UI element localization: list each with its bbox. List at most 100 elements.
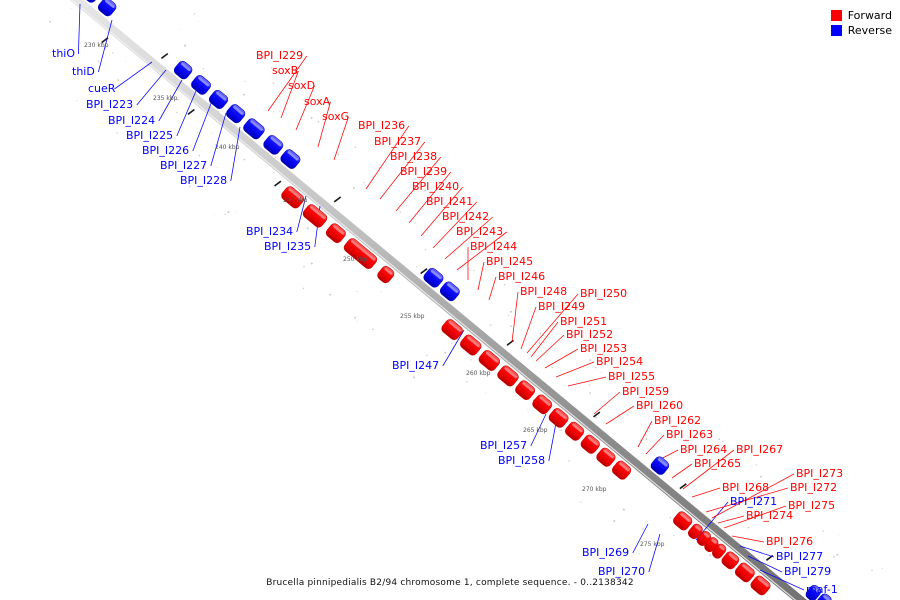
gene-label-bpi-i270[interactable]: BPI_I270 <box>598 565 646 578</box>
gene-feature[interactable] <box>172 59 193 80</box>
gene-label-bpi-i253[interactable]: BPI_I253 <box>580 342 628 355</box>
gene-label-bpi-i247[interactable]: BPI_I247 <box>392 359 440 372</box>
legend-item: Reverse <box>830 23 892 38</box>
gene-label-bpi-i228[interactable]: BPI_I228 <box>180 174 228 187</box>
gene-label-bpi-i277[interactable]: BPI_I277 <box>776 550 824 563</box>
gene-feature[interactable] <box>720 550 741 571</box>
gene-label-bpi-i240[interactable]: BPI_I240 <box>412 180 460 193</box>
gene-feature[interactable] <box>804 583 823 600</box>
gene-label-bpi-i250[interactable]: BPI_I250 <box>580 287 628 300</box>
gene-feature[interactable] <box>514 379 537 402</box>
gene-feature[interactable] <box>531 393 554 416</box>
gene-feature[interactable] <box>686 522 704 540</box>
gene-feature[interactable] <box>280 185 306 210</box>
gene-label-bpi-i239[interactable]: BPI_I239 <box>400 165 448 178</box>
gene-feature[interactable] <box>564 420 586 442</box>
gene-label-bpi-i276[interactable]: BPI_I276 <box>766 535 814 548</box>
gene-label-bpi-i244[interactable]: BPI_I244 <box>470 240 518 253</box>
gene-label-bpi-i254[interactable]: BPI_I254 <box>596 355 644 368</box>
gene-label-thid[interactable]: thiD <box>72 65 95 78</box>
gene-feature[interactable] <box>477 349 501 373</box>
gene-label-bpi-i279[interactable]: BPI_I279 <box>784 565 832 578</box>
gene-feature[interactable] <box>301 203 328 229</box>
gene-label-bpi-i225[interactable]: BPI_I225 <box>126 129 174 142</box>
axis-tick-label: 265 kbp <box>523 427 548 434</box>
gene-feature[interactable] <box>342 237 378 271</box>
gene-feature[interactable] <box>262 134 285 157</box>
gene-feature[interactable] <box>225 103 247 125</box>
gene-label-bpi-i272[interactable]: BPI_I272 <box>790 481 838 494</box>
gene-feature[interactable] <box>733 561 756 584</box>
gene-label-thio[interactable]: thiO <box>52 47 75 60</box>
gene-label-soxb[interactable]: soxB <box>272 64 299 77</box>
gene-label-bpi-i237[interactable]: BPI_I237 <box>374 135 422 148</box>
gene-label-bpi-i267[interactable]: BPI_I267 <box>736 443 784 456</box>
gene-label-bpi-i223[interactable]: BPI_I223 <box>86 98 134 111</box>
gene-label-bpi-i236[interactable]: BPI_I236 <box>358 119 406 132</box>
gene-label-bpi-i255[interactable]: BPI_I255 <box>608 370 656 383</box>
gene-label-bpi-i259[interactable]: BPI_I259 <box>622 385 670 398</box>
gene-feature[interactable] <box>190 74 213 97</box>
gene-label-bpi-i226[interactable]: BPI_I226 <box>142 144 190 157</box>
gene-label-soxg[interactable]: soxG <box>322 110 350 123</box>
gene-label-bpi-i265[interactable]: BPI_I265 <box>694 457 742 470</box>
gene-label-bpi-i273[interactable]: BPI_I273 <box>796 467 844 480</box>
gene-label-soxd[interactable]: soxD <box>288 79 316 92</box>
gene-feature[interactable] <box>440 318 464 342</box>
gene-feature[interactable] <box>207 88 229 110</box>
gene-label-bpi-i271[interactable]: BPI_I271 <box>730 495 778 508</box>
gene-label-bpi-i260[interactable]: BPI_I260 <box>636 399 684 412</box>
gene-label-bpi-i249[interactable]: BPI_I249 <box>538 300 586 313</box>
legend: Forward Reverse <box>830 8 892 38</box>
gene-feature[interactable] <box>324 222 347 245</box>
gene-features[interactable] <box>80 0 900 600</box>
gene-feature[interactable] <box>422 266 445 289</box>
gene-label-bpi-i234[interactable]: BPI_I234 <box>246 225 294 238</box>
gene-label-soxa[interactable]: soxA <box>304 95 331 108</box>
gene-label-bpi-i263[interactable]: BPI_I263 <box>666 428 714 441</box>
gene-label-bpi-i262[interactable]: BPI_I262 <box>654 414 702 427</box>
gene-feature[interactable] <box>438 280 461 303</box>
gene-label-bpi-i242[interactable]: BPI_I242 <box>442 210 490 223</box>
legend-item: Forward <box>830 8 892 23</box>
legend-forward-label: Forward <box>847 9 892 22</box>
gene-label-bpi-i264[interactable]: BPI_I264 <box>680 443 728 456</box>
gene-label-bpi-i245[interactable]: BPI_I245 <box>486 255 534 268</box>
gene-label-bpi-i227[interactable]: BPI_I227 <box>160 159 208 172</box>
gene-feature[interactable] <box>496 364 520 388</box>
gene-feature[interactable] <box>711 542 728 560</box>
gene-feature[interactable] <box>595 446 617 468</box>
axis-tick-label: 250 kbp <box>343 256 368 263</box>
gene-feature[interactable] <box>458 333 482 357</box>
gene-label-maf-1[interactable]: maf-1 <box>806 583 838 596</box>
gene-label-bpi-i246[interactable]: BPI_I246 <box>498 270 546 283</box>
gene-label-bpi-i248[interactable]: BPI_I248 <box>520 285 568 298</box>
gene-label-bpi-i275[interactable]: BPI_I275 <box>788 499 836 512</box>
gene-feature[interactable] <box>649 455 670 476</box>
gene-feature[interactable] <box>610 459 632 481</box>
gene-label-cuer[interactable]: cueR <box>88 82 116 95</box>
gene-feature[interactable] <box>749 574 772 597</box>
gene-feature[interactable] <box>279 148 302 171</box>
gene-feature[interactable] <box>672 510 694 532</box>
gene-label-bpi-i224[interactable]: BPI_I224 <box>108 114 156 127</box>
gene-label-bpi-i238[interactable]: BPI_I238 <box>390 150 438 163</box>
gene-label-bpi-i257[interactable]: BPI_I257 <box>480 439 528 452</box>
axis-tick-label: 255 kbp <box>400 313 425 320</box>
gene-feature[interactable] <box>376 264 396 284</box>
axis-tick-label: 245 kbp <box>283 197 308 204</box>
gene-label-bpi-i269[interactable]: BPI_I269 <box>582 546 630 559</box>
gene-feature[interactable] <box>96 0 117 18</box>
gene-label-bpi-i241[interactable]: BPI_I241 <box>426 195 474 208</box>
gene-label-bpi-i252[interactable]: BPI_I252 <box>566 328 614 341</box>
gene-feature[interactable] <box>547 407 570 430</box>
gene-label-bpi-i274[interactable]: BPI_I274 <box>746 509 794 522</box>
gene-feature[interactable] <box>579 433 601 455</box>
gene-label-bpi-i229[interactable]: BPI_I229 <box>256 49 304 62</box>
gene-label-bpi-i243[interactable]: BPI_I243 <box>456 225 504 238</box>
gene-label-bpi-i251[interactable]: BPI_I251 <box>560 315 608 328</box>
gene-label-bpi-i258[interactable]: BPI_I258 <box>498 454 546 467</box>
gene-label-bpi-i268[interactable]: BPI_I268 <box>722 481 770 494</box>
gene-feature[interactable] <box>242 117 266 141</box>
gene-label-bpi-i235[interactable]: BPI_I235 <box>264 240 312 253</box>
